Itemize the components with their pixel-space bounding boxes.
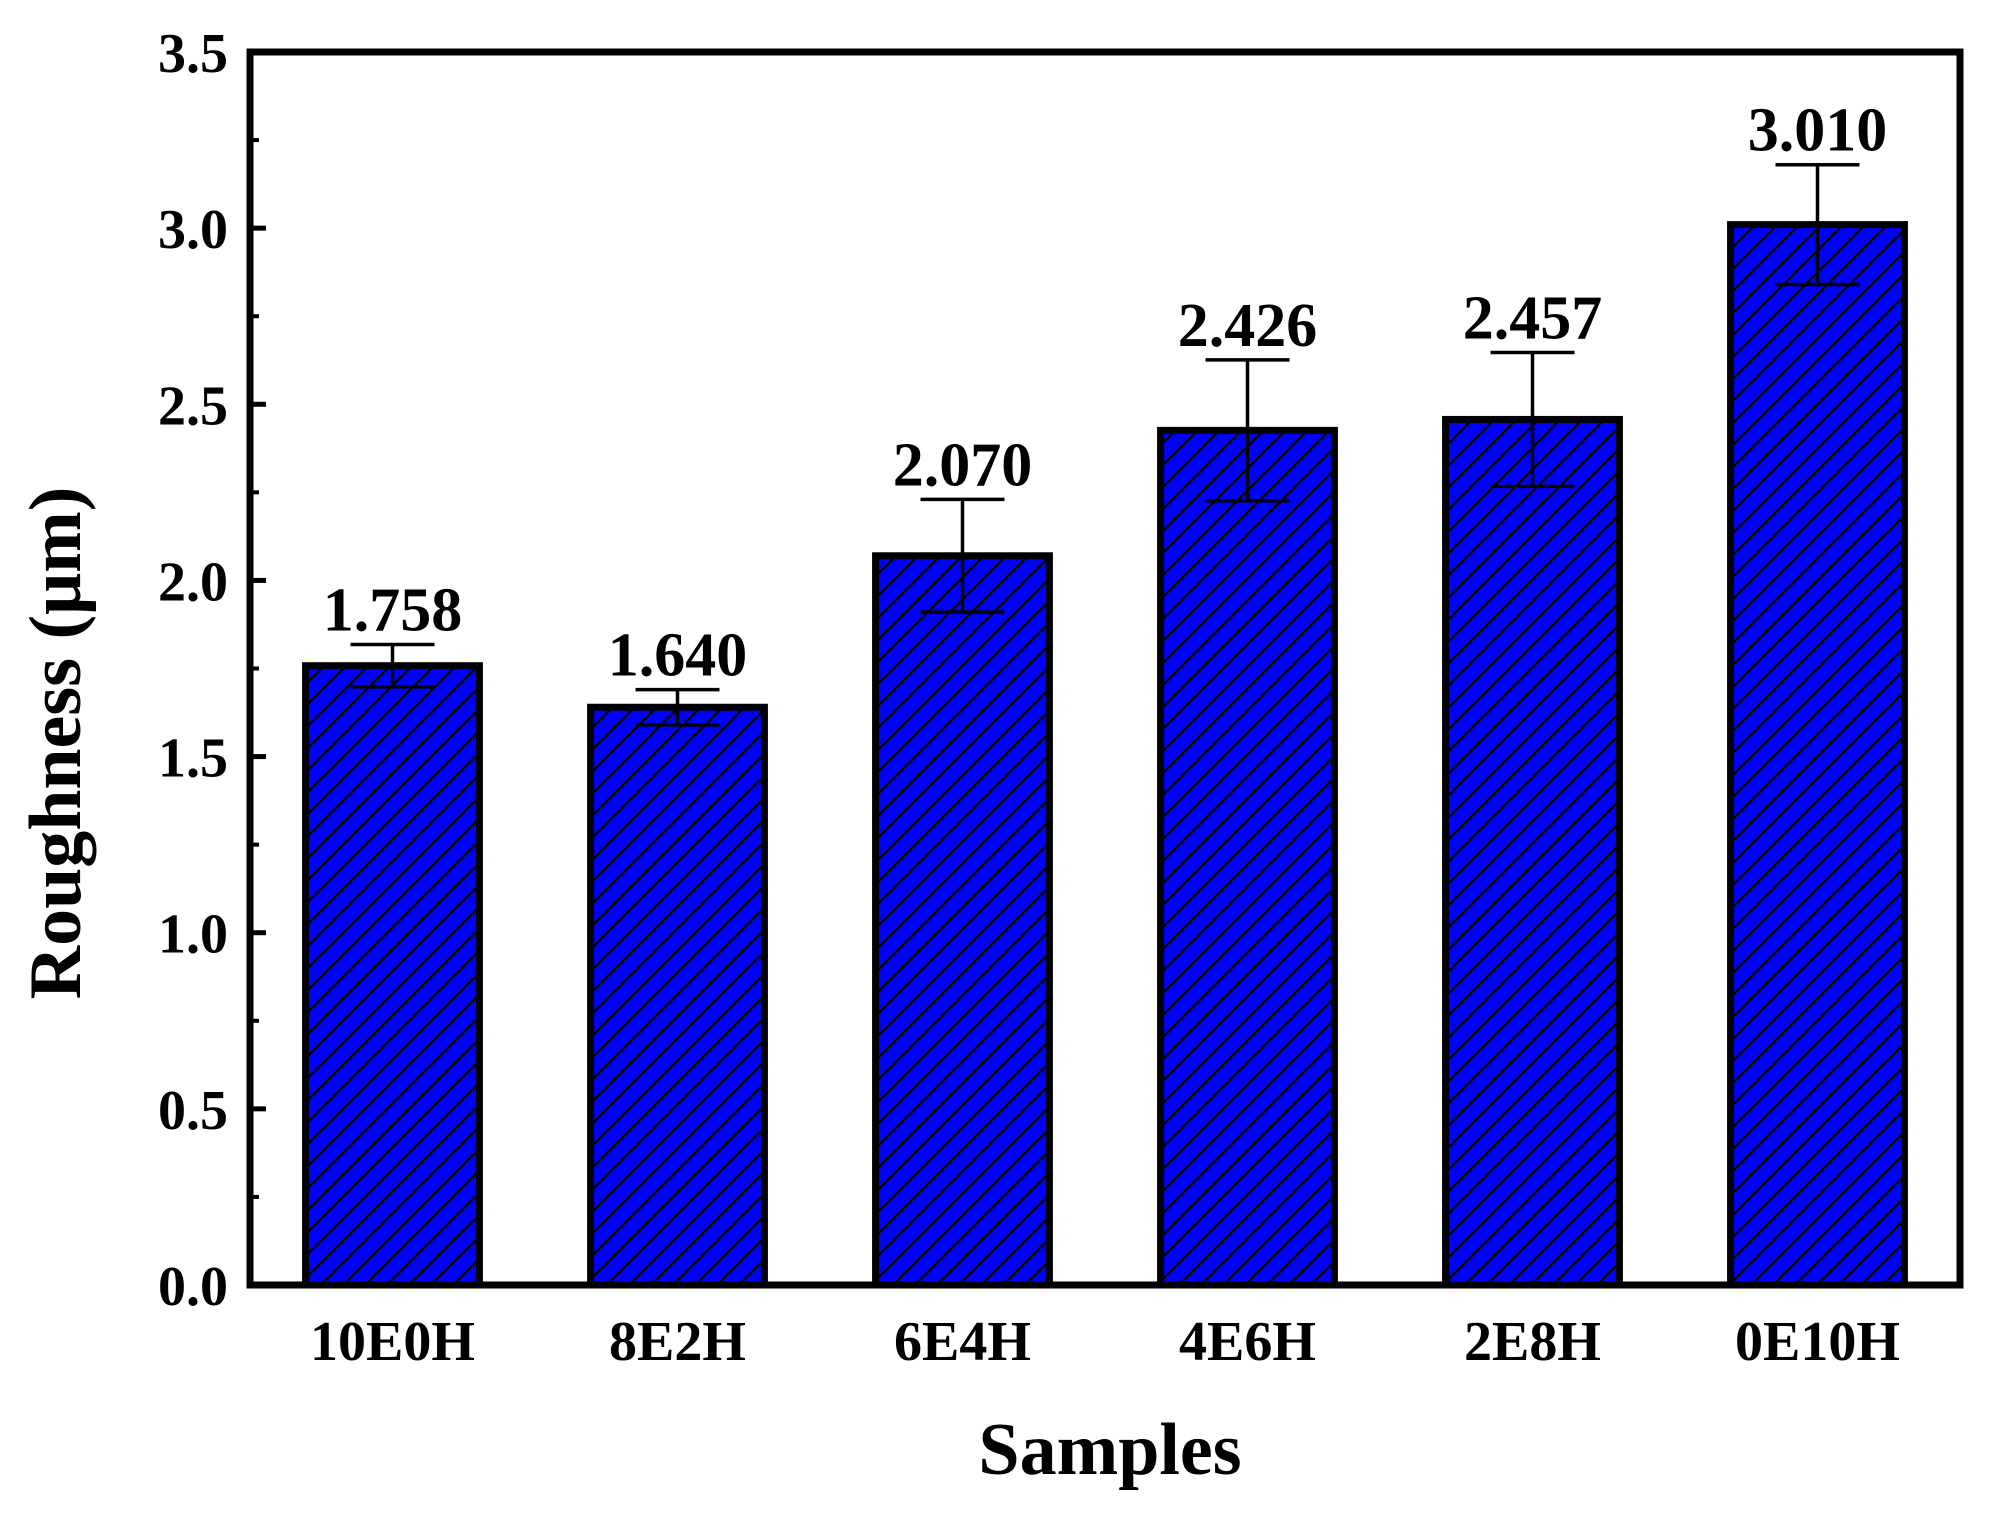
bar-2E8H <box>1442 415 1623 1289</box>
x-tick-label-2E8H: 2E8H <box>1464 1311 1601 1373</box>
x-tick-label-0E10H: 0E10H <box>1735 1311 1900 1373</box>
bar-8E2H <box>587 703 768 1289</box>
y-tick-label-0.5: 0.5 <box>158 1080 228 1142</box>
data-label-0E10H: 3.010 <box>1748 97 1888 165</box>
bar-4E6H <box>1157 426 1338 1289</box>
x-tick-label-8E2H: 8E2H <box>609 1311 746 1373</box>
plot-frame <box>246 48 1964 1289</box>
y-tick-label-3.0: 3.0 <box>158 199 228 261</box>
data-label-10E0H: 1.758 <box>323 577 463 645</box>
data-label-2E8H: 2.457 <box>1463 284 1603 352</box>
y-tick-label-0.0: 0.0 <box>158 1256 228 1318</box>
bar-6E4H <box>872 552 1053 1289</box>
bar-10E0H <box>302 662 483 1289</box>
y-tick-label-1.0: 1.0 <box>158 904 228 966</box>
data-label-6E4H: 2.070 <box>893 431 1033 499</box>
bar-0E10H <box>1727 221 1908 1289</box>
x-tick-label-6E4H: 6E4H <box>894 1311 1031 1373</box>
x-tick-label-10E0H: 10E0H <box>310 1311 475 1373</box>
y-axis-title: Roughness (μm) <box>15 487 97 1000</box>
x-axis-title: Samples <box>978 1409 1241 1491</box>
data-label-8E2H: 1.640 <box>608 622 748 690</box>
data-label-4E6H: 2.426 <box>1178 292 1318 360</box>
x-tick-label-4E6H: 4E6H <box>1179 1311 1316 1373</box>
y-tick-label-3.5: 3.5 <box>158 23 228 85</box>
y-tick-label-2.0: 2.0 <box>158 551 228 613</box>
y-tick-label-2.5: 2.5 <box>158 375 228 437</box>
y-tick-label-1.5: 1.5 <box>158 728 228 790</box>
